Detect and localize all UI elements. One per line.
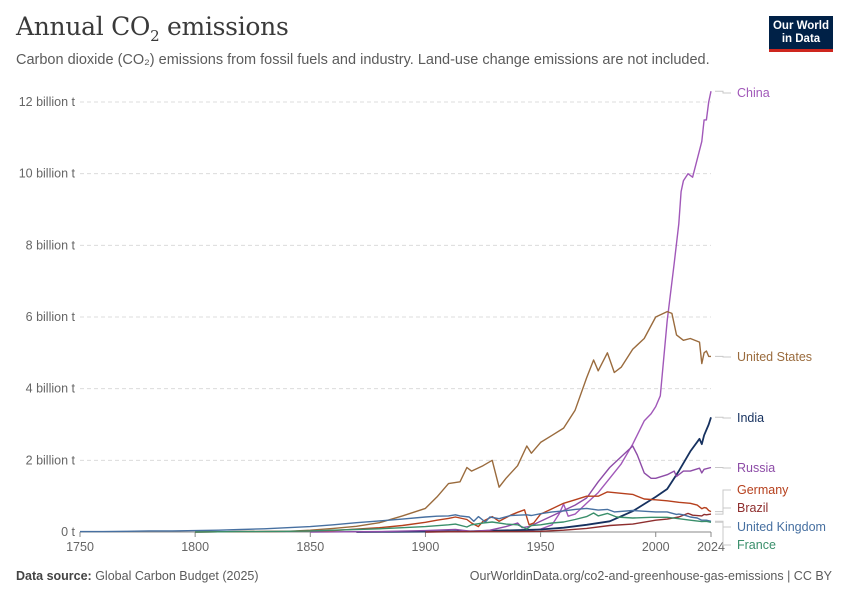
y-tick-label: 0 t: [61, 525, 75, 539]
series-label: Brazil: [737, 501, 768, 515]
title-end: emissions: [159, 12, 289, 41]
label-connector: [715, 355, 731, 358]
source-link[interactable]: OurWorldinData.org/co2-and-greenhouse-ga…: [469, 569, 784, 583]
title-subscript: 2: [150, 27, 160, 45]
series-line: [195, 310, 711, 533]
series-labels: China United States India Russia Germany Braz…: [715, 86, 826, 552]
label-connector: [715, 416, 731, 419]
series-label: United Kingdom: [737, 520, 826, 534]
label-connector: [715, 489, 731, 513]
series-line: [310, 445, 712, 533]
series-label: France: [737, 538, 776, 552]
series-line: [80, 507, 712, 533]
series-label: United States: [737, 350, 812, 364]
data-source-value: Global Carbon Budget (2025): [91, 569, 259, 583]
label-connector: [715, 467, 731, 469]
x-tick-label: 1900: [412, 540, 440, 554]
series-line: [356, 417, 712, 533]
x-tick-label: 1950: [527, 540, 555, 554]
chart-subtitle: Carbon dioxide (CO₂) emissions from foss…: [16, 52, 710, 68]
footer-url: OurWorldinData.org/co2-and-greenhouse-ga…: [470, 569, 832, 583]
x-tick-label: 2024: [697, 540, 725, 554]
x-tick-label: 1800: [181, 540, 209, 554]
y-tick-label: 10 billion t: [19, 167, 76, 181]
license: | CC BY: [783, 569, 832, 583]
data-source: Data source: Global Carbon Budget (2025): [16, 569, 259, 583]
y-tick-label: 8 billion t: [26, 238, 76, 252]
owid-logo[interactable]: Our World in Data: [769, 16, 833, 52]
label-connector: [715, 521, 731, 546]
logo-line-2: in Data: [781, 33, 821, 45]
x-axis: 1750 1800 1850 1900 1950 2000 2024: [66, 531, 725, 554]
data-source-label: Data source:: [16, 569, 92, 583]
label-connector: [715, 90, 731, 94]
series-label: Germany: [737, 483, 789, 497]
series-lines: [80, 91, 712, 533]
series-line: [195, 491, 712, 533]
y-tick-label: 4 billion t: [26, 382, 76, 396]
x-tick-label: 1750: [66, 540, 94, 554]
series-label: Russia: [737, 461, 775, 475]
series-line: [425, 512, 712, 533]
y-tick-label: 6 billion t: [26, 310, 76, 324]
y-tick-label: 2 billion t: [26, 453, 76, 467]
x-tick-label: 1850: [296, 540, 324, 554]
series-line: [195, 512, 712, 533]
grid-lines: [80, 101, 711, 461]
chart-title: Annual CO2 emissions: [16, 12, 289, 45]
y-tick-label: 12 billion t: [19, 95, 76, 109]
y-axis: 0 t 2 billion t 4 billion t 6 billion t 8 bi…: [19, 95, 76, 539]
series-label: China: [737, 86, 770, 100]
logo-line-1: Our World: [772, 20, 829, 32]
series-label: India: [737, 411, 764, 425]
label-connector: [715, 507, 731, 515]
x-tick-label: 2000: [642, 540, 670, 554]
title-main: Annual CO: [16, 12, 151, 41]
